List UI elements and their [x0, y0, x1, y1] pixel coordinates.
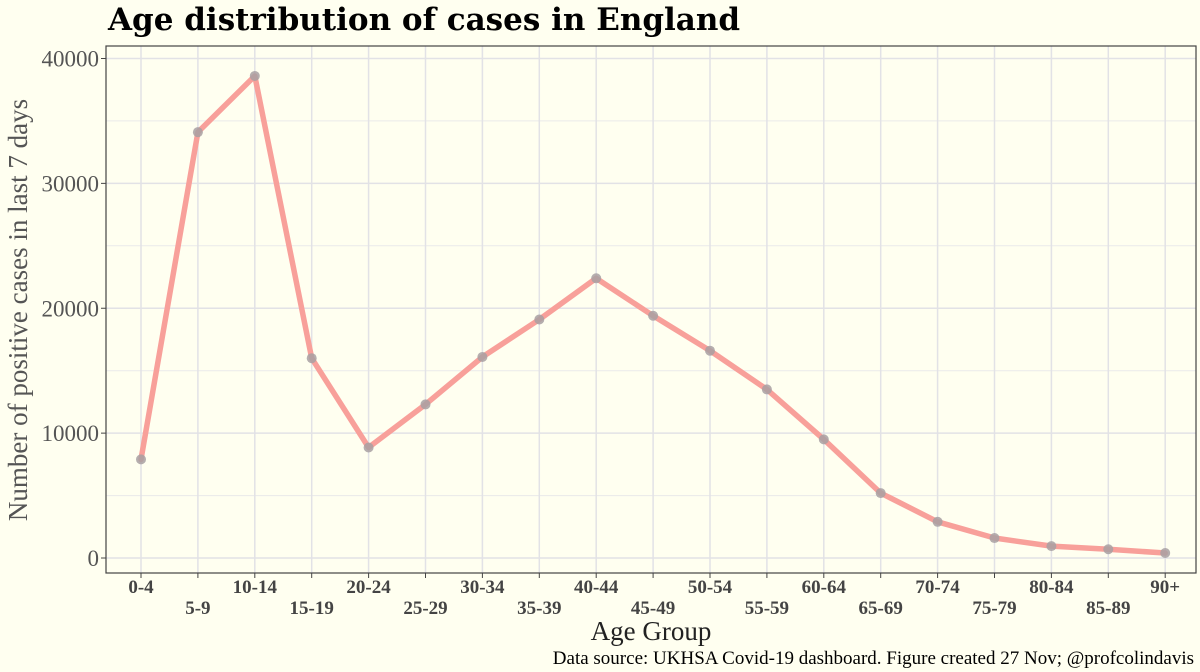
data-point [1103, 544, 1114, 555]
x-tick-label: 40-44 [574, 577, 619, 598]
data-point [1046, 541, 1057, 552]
data-point [420, 399, 431, 410]
data-point [249, 70, 260, 81]
x-tick-label: 65-69 [859, 598, 903, 619]
y-tick-label: 20000 [42, 296, 100, 321]
y-tick-label: 0 [88, 546, 100, 571]
grid-layer [106, 46, 1196, 573]
y-tick-label: 40000 [42, 46, 100, 71]
x-tick-label: 35-39 [517, 598, 561, 619]
data-point [136, 454, 146, 465]
data-point [363, 442, 374, 453]
data-point [534, 314, 545, 325]
x-tick-label: 75-79 [972, 598, 1016, 619]
data-point [306, 353, 317, 364]
x-tick-label: 50-54 [688, 577, 733, 598]
x-axis-label: Age Group [591, 616, 712, 646]
x-tick-label: 20-24 [346, 577, 391, 598]
data-point [591, 273, 602, 284]
caption: Data source: UKHSA Covid-19 dashboard. F… [552, 648, 1194, 669]
y-axis: 0 10000 20000 30000 40000 [42, 46, 106, 571]
data-point [932, 516, 943, 527]
data-point [477, 351, 488, 362]
x-tick-label: 70-74 [915, 577, 960, 598]
x-tick-label: 60-64 [802, 577, 847, 598]
x-tick-label: 55-59 [745, 598, 789, 619]
y-axis-label: Number of positive cases in last 7 days [3, 99, 33, 521]
x-tick-label: 45-49 [631, 598, 675, 619]
data-point [705, 345, 715, 356]
data-point [1160, 548, 1171, 559]
series-layer [136, 70, 1171, 559]
data-point [875, 488, 886, 499]
x-tick-label: 5-9 [185, 598, 210, 619]
x-tick-label: 30-34 [460, 577, 505, 598]
data-point [989, 533, 1000, 544]
data-point [818, 434, 829, 445]
x-tick-label: 85-89 [1086, 598, 1130, 619]
data-point [192, 127, 203, 138]
y-tick-label: 10000 [42, 421, 100, 446]
x-tick-label: 15-19 [290, 598, 334, 619]
data-point [761, 384, 772, 395]
chart-title: Age distribution of cases in England [108, 2, 741, 38]
x-axis: 0-4 5-9 10-14 15-19 20-24 25-29 30-34 35-39 40-4… [128, 573, 1180, 619]
plot-panel-border [105, 45, 1197, 574]
y-tick-label: 30000 [42, 171, 100, 196]
x-tick-label: 90+ [1150, 577, 1180, 598]
data-point [648, 310, 659, 321]
x-tick-label: 80-84 [1029, 577, 1074, 598]
x-tick-label: 0-4 [128, 577, 154, 598]
x-tick-label: 10-14 [233, 577, 278, 598]
x-tick-label: 25-29 [403, 598, 447, 619]
